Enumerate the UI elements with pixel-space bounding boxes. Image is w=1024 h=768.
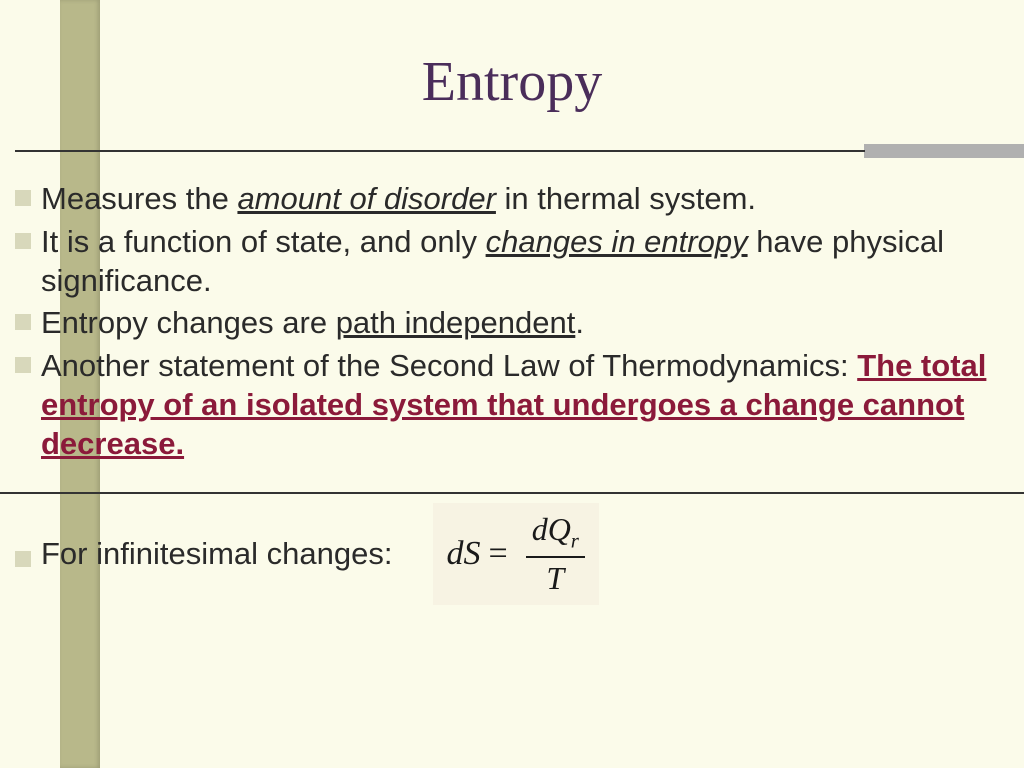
slide-title: Entropy [0, 50, 1024, 114]
bullet-row: Another statement of the Second Law of T… [15, 347, 1004, 463]
text-run: amount of disorder [237, 181, 495, 216]
mid-divider [0, 492, 1024, 494]
bullet-row: Measures the amount of disorder in therm… [15, 180, 1004, 219]
formula-lhs: dS [447, 535, 481, 573]
bullet-text: Another statement of the Second Law of T… [41, 347, 1004, 463]
text-run: path independent [336, 305, 576, 340]
bullet-icon [15, 314, 31, 330]
text-run: It is a function of state, and only [41, 224, 486, 259]
formula-equals: = [489, 535, 508, 573]
formula-fraction: dQr T [526, 511, 585, 596]
entropy-formula: dS = dQr T [433, 503, 599, 604]
text-run: Measures the [41, 181, 237, 216]
text-run: in thermal system. [496, 181, 756, 216]
bullet-icon [15, 190, 31, 206]
final-row: For infinitesimal changes: dS = dQr T [15, 503, 1004, 604]
right-accent-bar [864, 144, 1024, 158]
text-run: changes in entropy [486, 224, 748, 259]
final-bullet-text: For infinitesimal changes: [41, 535, 393, 574]
bullet-icon [15, 357, 31, 373]
text-run: Entropy changes are [41, 305, 336, 340]
formula-denominator: T [546, 558, 564, 597]
bullet-text: Entropy changes are path independent. [41, 304, 584, 343]
bullet-text: It is a function of state, and only chan… [41, 223, 1004, 301]
slide-body: Measures the amount of disorder in therm… [15, 180, 1004, 605]
bullet-row: Entropy changes are path independent. [15, 304, 1004, 343]
text-run: . [575, 305, 584, 340]
formula-numerator: dQr [526, 511, 585, 557]
bullet-row: It is a function of state, and only chan… [15, 223, 1004, 301]
text-run: Another statement of the Second Law of T… [41, 348, 857, 383]
bullet-icon [15, 551, 31, 567]
bullet-icon [15, 233, 31, 249]
title-underline [15, 150, 865, 152]
bullet-text: Measures the amount of disorder in therm… [41, 180, 756, 219]
